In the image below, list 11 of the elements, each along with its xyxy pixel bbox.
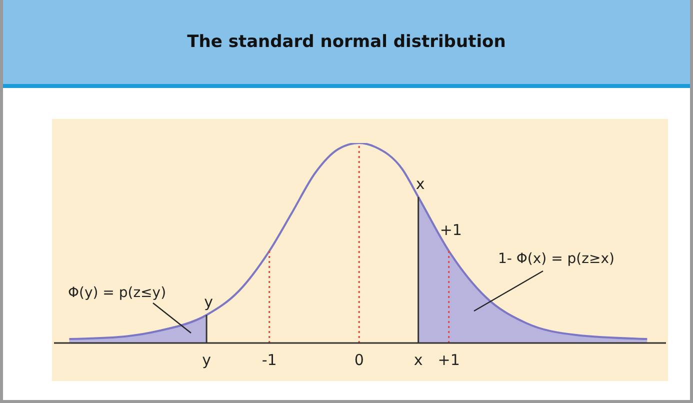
x-tick-label: 0: [354, 351, 364, 369]
x-tick-label: y: [202, 351, 212, 369]
x-tick-label: x: [414, 351, 423, 369]
ref-line-label: y: [204, 293, 214, 311]
annotation: 1- Φ(x) = p(z≥x): [498, 251, 614, 267]
x-tick-label: +1: [438, 351, 460, 369]
ref-line-label: x: [416, 175, 425, 193]
chart-title: The standard normal distribution: [3, 0, 690, 88]
annotation: Φ(y) = p(z≤y): [68, 285, 166, 301]
ref-line-label: +1: [440, 221, 462, 239]
x-tick-label: -1: [262, 351, 277, 369]
